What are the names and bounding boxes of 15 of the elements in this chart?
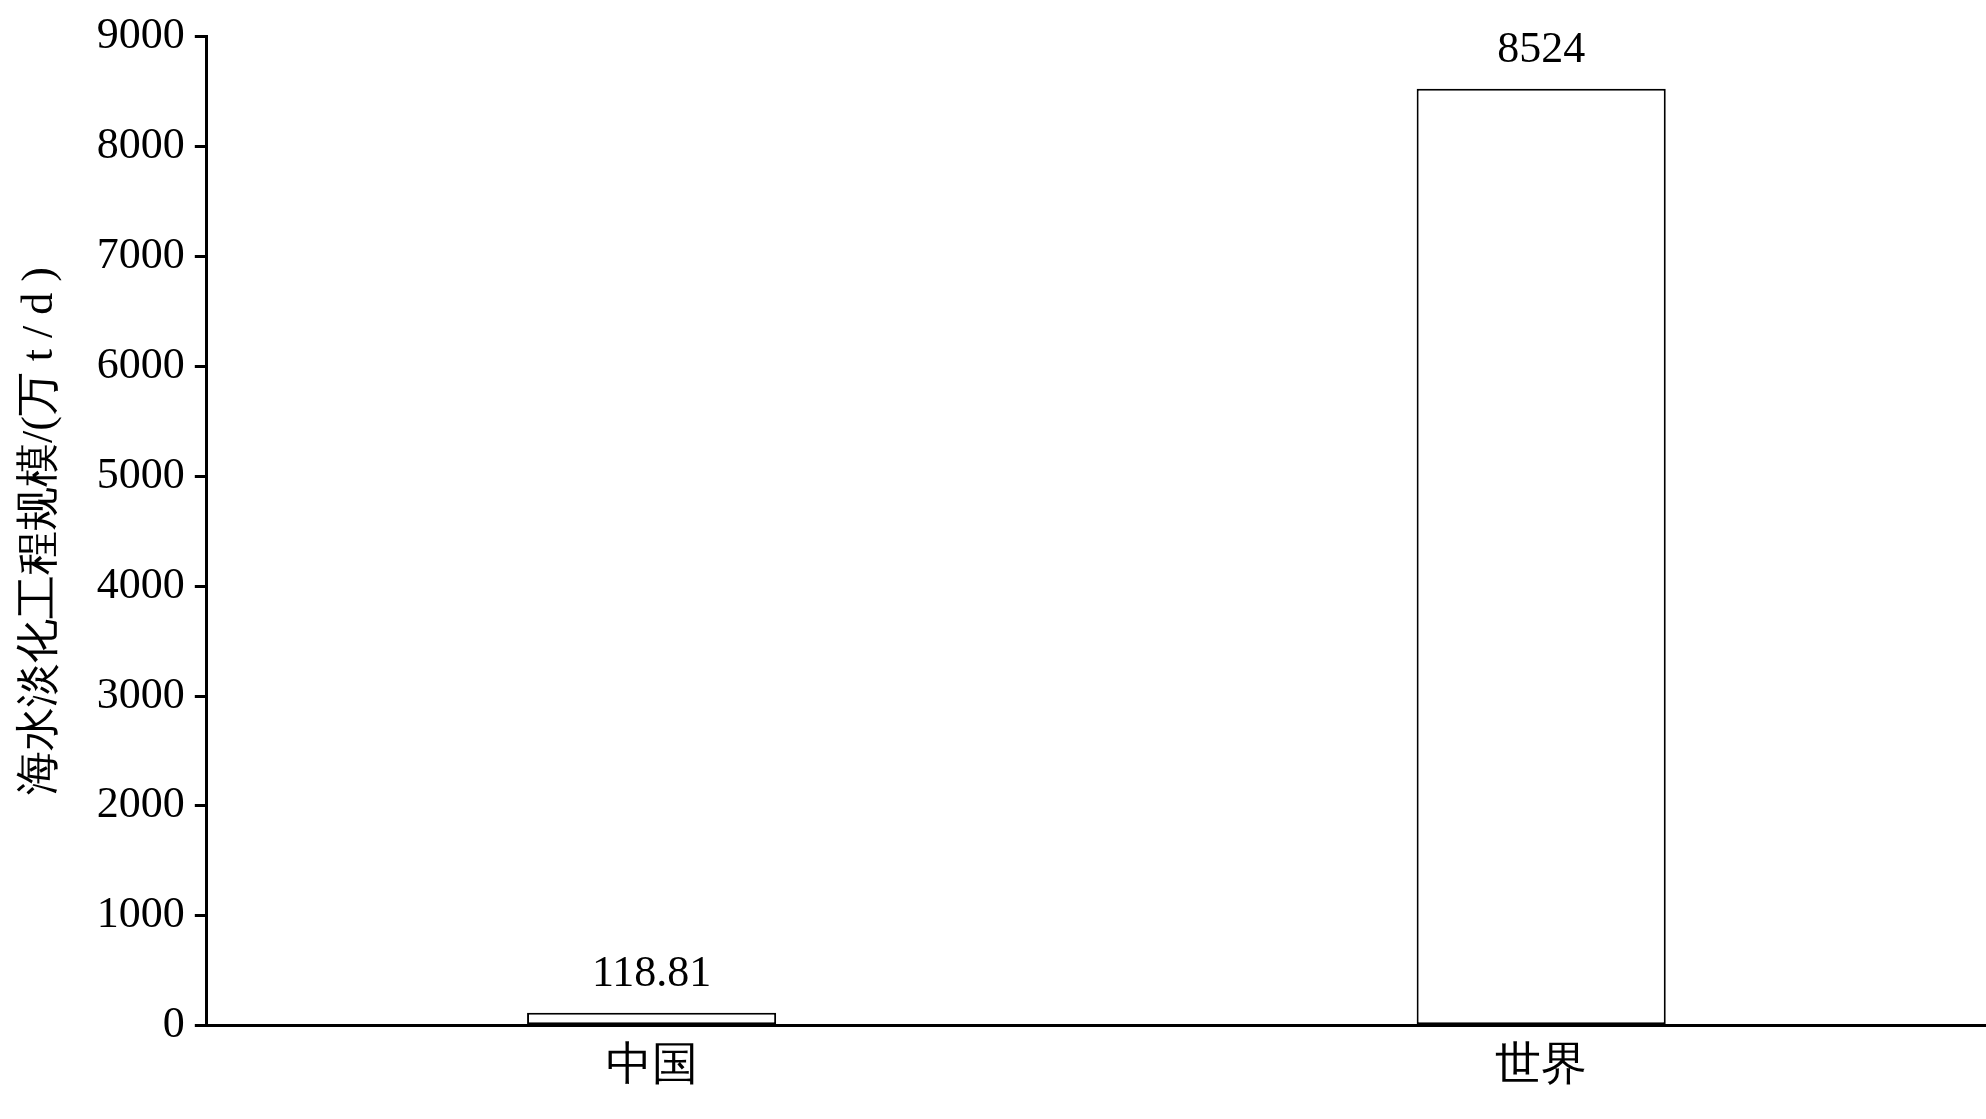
y-axis-title: 海水淡化工程规模/(万 t / d ) <box>12 267 62 796</box>
y-tick-label: 4000 <box>96 558 185 608</box>
y-tick-label: 8000 <box>96 118 185 168</box>
data-label: 118.81 <box>591 947 712 997</box>
y-tick-label: 0 <box>162 998 185 1048</box>
data-label: 8524 <box>1497 23 1586 73</box>
x-tick-label: 中国 <box>605 1038 698 1090</box>
y-tick-label: 7000 <box>96 228 185 278</box>
y-tick-label: 6000 <box>96 338 185 388</box>
x-tick-label: 世界 <box>1495 1038 1588 1090</box>
y-tick-label: 9000 <box>96 8 185 58</box>
y-tick-label: 2000 <box>96 778 185 828</box>
y-tick-label: 1000 <box>96 888 185 938</box>
y-tick-label: 5000 <box>96 448 185 498</box>
y-tick-label: 3000 <box>96 668 185 718</box>
